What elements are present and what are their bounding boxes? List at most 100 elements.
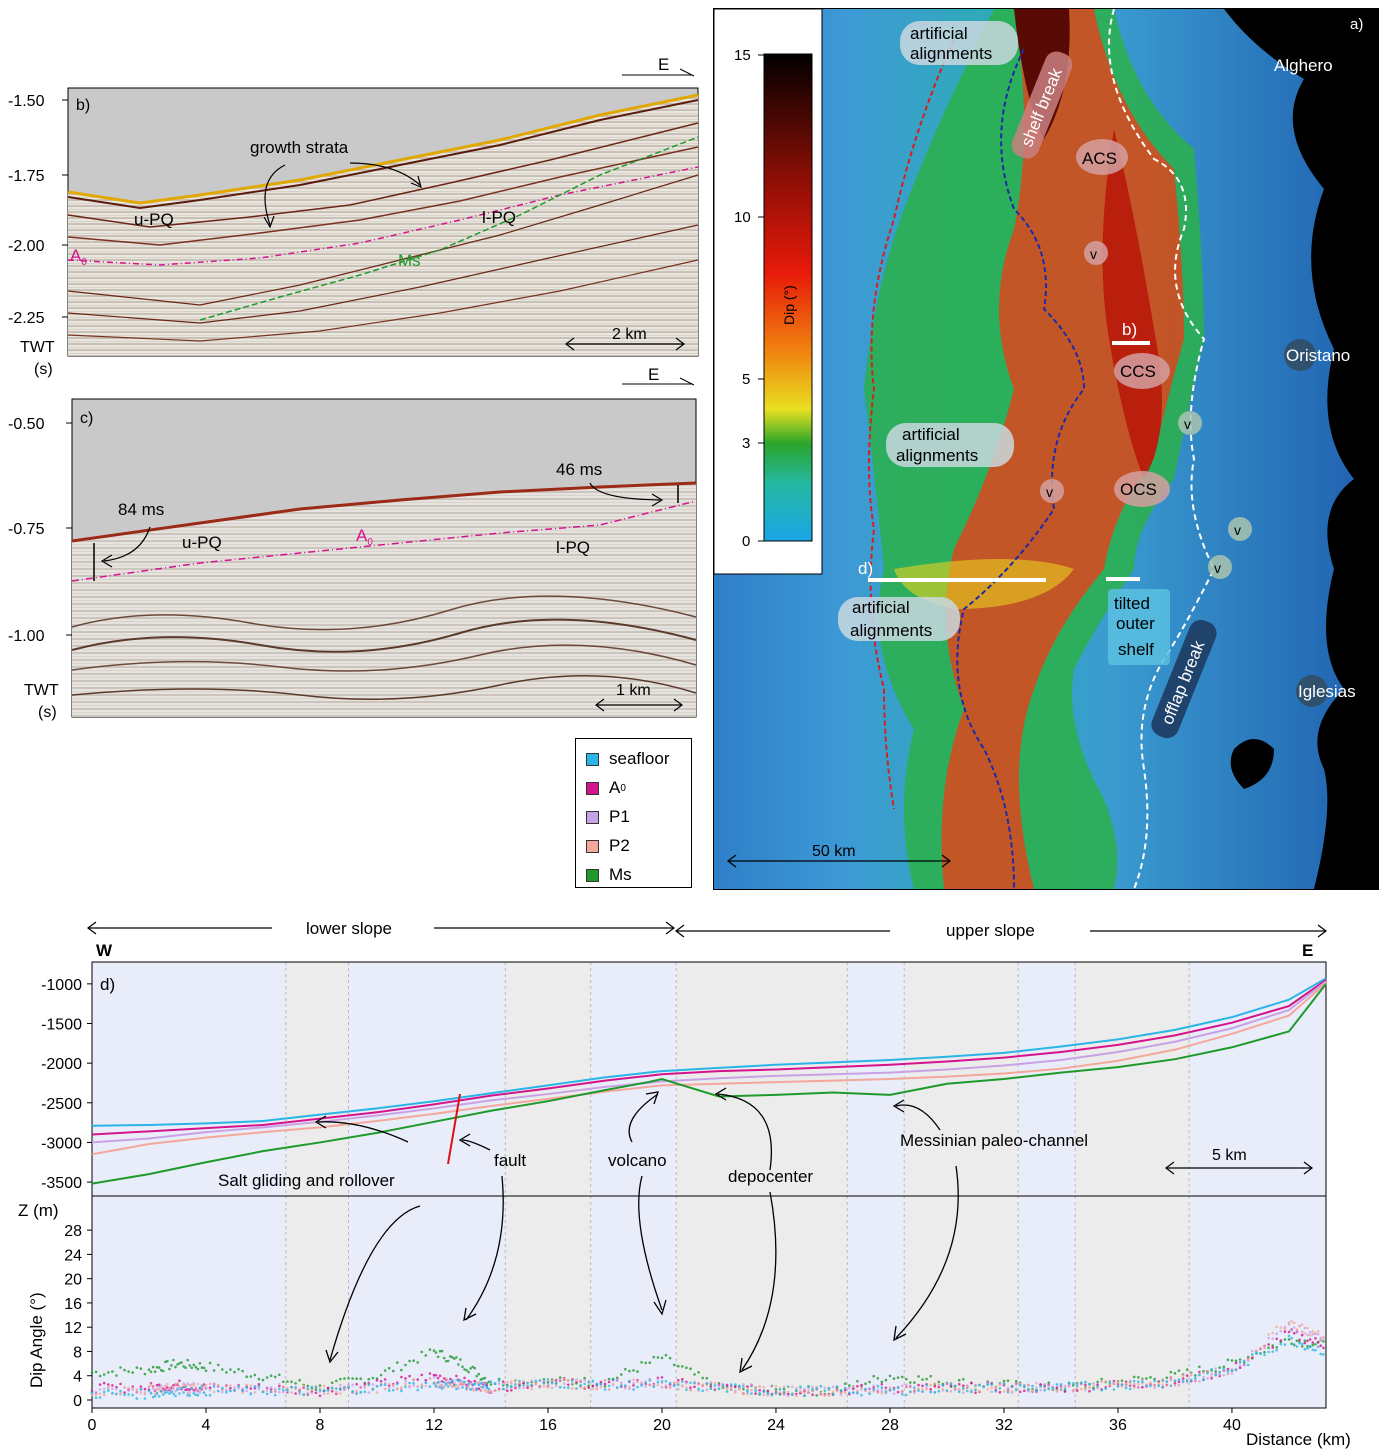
dip-point-seafloor — [856, 1391, 859, 1394]
dip-point-seafloor — [636, 1385, 639, 1389]
dip-point-a0 — [677, 1379, 680, 1382]
dip-point-p2 — [286, 1386, 289, 1390]
panel-c-upq: u-PQ — [182, 533, 222, 552]
dip-point-seafloor — [200, 1385, 204, 1388]
dip-point-p2 — [174, 1384, 177, 1387]
legend-label: P1 — [609, 807, 630, 826]
dip-point-seafloor — [314, 1386, 318, 1389]
dip-point-ms — [180, 1361, 183, 1364]
dip-point-seafloor — [1084, 1380, 1087, 1384]
dip-point-a0 — [123, 1391, 126, 1394]
dip-point-seafloor — [294, 1386, 297, 1389]
dip-point-seafloor — [888, 1388, 892, 1391]
dip-point-ms — [174, 1365, 177, 1369]
dip-point-a0 — [1088, 1389, 1091, 1393]
dip-point-p1 — [1295, 1331, 1299, 1334]
dip-point-p2 — [310, 1388, 314, 1392]
dip-point-ms — [962, 1378, 965, 1381]
dip-point-p1 — [807, 1391, 810, 1394]
dip-point-p2 — [363, 1386, 367, 1389]
dip-point-a0 — [164, 1388, 167, 1392]
dip-point-a0 — [1275, 1337, 1278, 1341]
dip-point-p2 — [102, 1393, 106, 1397]
dip-point-seafloor — [660, 1380, 664, 1383]
map-label-artificial-3b: alignments — [850, 621, 932, 640]
panel-d-scale: 5 km — [1212, 1147, 1247, 1164]
dip-point-p1 — [1290, 1329, 1293, 1332]
dip-point-p2 — [355, 1389, 358, 1393]
dip-point-seafloor — [929, 1390, 932, 1394]
dip-point-p1 — [522, 1386, 525, 1390]
dip-point-p1 — [387, 1386, 391, 1390]
dip-point-seafloor — [1246, 1363, 1250, 1367]
dip-point-p1 — [709, 1381, 713, 1384]
dip-point-p1 — [343, 1388, 346, 1392]
dip-point-p2 — [1080, 1387, 1083, 1391]
dip-point-seafloor — [330, 1386, 334, 1389]
panel-d: lower slope upper slope W E d) -1000 -150… — [0, 900, 1387, 1449]
dip-point-ms — [400, 1368, 403, 1372]
dip-point-p2 — [166, 1382, 169, 1386]
dip-point-p2 — [900, 1390, 904, 1393]
dip-point-ms — [1234, 1359, 1238, 1363]
dip-point-p2 — [164, 1385, 167, 1388]
dip-point-a0 — [1319, 1344, 1322, 1347]
dip-point-p1 — [1092, 1382, 1095, 1385]
dip-point-a0 — [294, 1392, 297, 1395]
dip-point-a0 — [852, 1387, 855, 1391]
dip-axis-title: Dip Angle (°) — [27, 1292, 46, 1388]
dip-point-a0 — [526, 1386, 529, 1389]
dip-point-p2 — [632, 1378, 635, 1381]
panel-a-map: 15 10 5 3 0 Dip (°) artificial alignment… — [713, 8, 1379, 890]
dip-point-p2 — [149, 1383, 153, 1387]
dip-point-p1 — [1161, 1378, 1164, 1381]
dip-point-p2 — [738, 1388, 741, 1391]
dip-point-p1 — [518, 1386, 521, 1390]
town-iglesias: Iglesias — [1298, 682, 1356, 701]
dip-point-seafloor — [249, 1392, 253, 1396]
panel-b-yaxis: -1.50 -1.75 -2.00 -2.25 TWT (s) — [8, 93, 68, 378]
dip-point-p1 — [245, 1389, 248, 1393]
dip-point-p2 — [1194, 1379, 1197, 1383]
dip-point-p1 — [497, 1382, 501, 1385]
dip-point-seafloor — [1267, 1350, 1270, 1354]
dip-point-p2 — [404, 1382, 407, 1386]
dip-point-ms — [815, 1394, 818, 1397]
dip-point-ms — [343, 1377, 346, 1380]
dip-point-p2 — [786, 1390, 790, 1394]
dip-point-p1 — [479, 1385, 483, 1389]
dip-point-ms — [632, 1369, 635, 1372]
dip-point-a0 — [1210, 1376, 1213, 1380]
dip-point-p1 — [188, 1391, 191, 1394]
dip-point-a0 — [330, 1390, 334, 1393]
dip-point-ms — [371, 1376, 375, 1380]
dip-point-ms — [628, 1369, 631, 1373]
dip-point-seafloor — [94, 1396, 98, 1399]
dip-point-p2 — [754, 1385, 757, 1389]
dip-point-p2 — [1173, 1384, 1177, 1387]
dip-point-p1 — [974, 1383, 977, 1387]
dip-point-ms — [1218, 1366, 1221, 1369]
dip-point-p1 — [359, 1385, 363, 1388]
dip-point-a0 — [860, 1383, 863, 1387]
dip-point-a0 — [420, 1373, 424, 1377]
x-axis-title: Distance (km) — [1246, 1430, 1351, 1449]
dip-point-seafloor — [479, 1381, 483, 1385]
dip-point-p1 — [1027, 1390, 1030, 1393]
dip-point-seafloor — [538, 1379, 542, 1382]
dip-point-seafloor — [1303, 1347, 1307, 1351]
dip-point-ms — [212, 1369, 216, 1372]
dip-point-a0 — [974, 1391, 977, 1394]
dip-point-p1 — [925, 1386, 928, 1389]
dip-point-p1 — [241, 1387, 244, 1391]
dip-point-p1 — [803, 1387, 806, 1391]
dip-point-p2 — [157, 1388, 161, 1392]
dip-point-seafloor — [115, 1392, 118, 1396]
dip-point-p2 — [107, 1385, 110, 1388]
map-label-artificial-2b: alignments — [896, 446, 978, 465]
dip-point-p2 — [795, 1394, 798, 1397]
dip-point-p2 — [563, 1377, 566, 1381]
dip-point-p2 — [1027, 1383, 1030, 1387]
dip-point-ms — [656, 1356, 660, 1359]
dip-point-p2 — [1246, 1357, 1250, 1361]
